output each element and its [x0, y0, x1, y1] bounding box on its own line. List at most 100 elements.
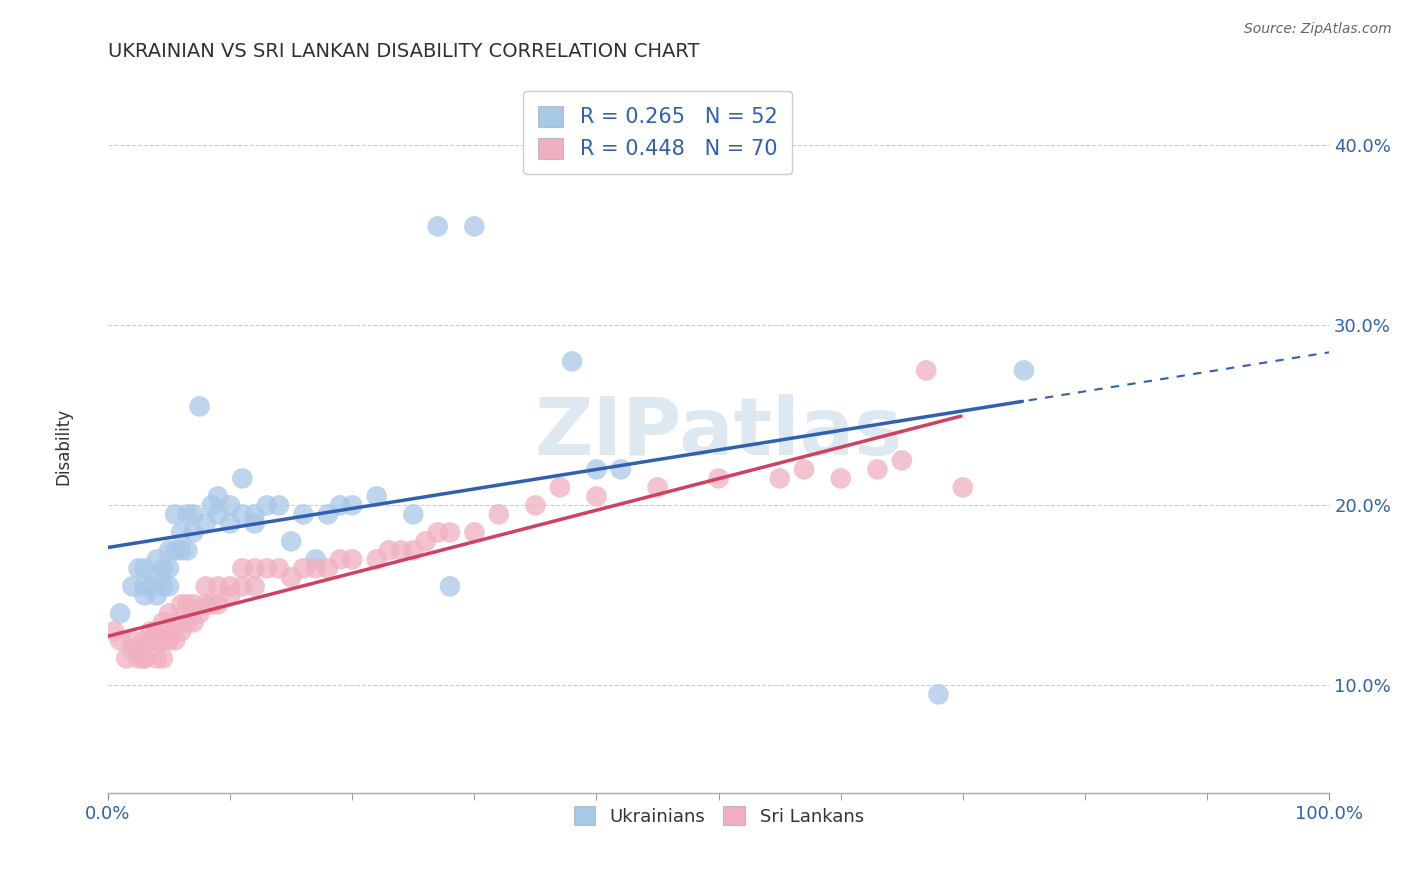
- Point: [134, 651, 156, 665]
- Point: [769, 471, 792, 485]
- Point: [463, 525, 485, 540]
- Point: [415, 534, 437, 549]
- Point: [146, 633, 169, 648]
- Point: [183, 508, 205, 522]
- Point: [128, 651, 150, 665]
- Point: [134, 651, 156, 665]
- Point: [488, 508, 510, 522]
- Point: [170, 624, 193, 639]
- Point: [139, 579, 162, 593]
- Point: [183, 615, 205, 630]
- Point: [439, 579, 461, 593]
- Point: [610, 462, 633, 476]
- Point: [219, 499, 242, 513]
- Point: [316, 508, 339, 522]
- Point: [439, 525, 461, 540]
- Point: [121, 642, 143, 657]
- Point: [231, 471, 253, 485]
- Point: [219, 579, 242, 593]
- Point: [267, 561, 290, 575]
- Point: [146, 552, 169, 566]
- Point: [121, 579, 143, 593]
- Point: [329, 552, 352, 566]
- Legend: Ukrainians, Sri Lankans: Ukrainians, Sri Lankans: [565, 797, 873, 835]
- Point: [426, 525, 449, 540]
- Point: [139, 633, 162, 648]
- Point: [1012, 363, 1035, 377]
- Point: [188, 400, 211, 414]
- Point: [329, 499, 352, 513]
- Point: [561, 354, 583, 368]
- Point: [157, 579, 180, 593]
- Point: [524, 499, 547, 513]
- Point: [134, 561, 156, 575]
- Text: Source: ZipAtlas.com: Source: ZipAtlas.com: [1244, 22, 1392, 37]
- Point: [165, 508, 187, 522]
- Point: [793, 462, 815, 476]
- Point: [157, 543, 180, 558]
- Point: [890, 453, 912, 467]
- Point: [207, 508, 229, 522]
- Point: [134, 579, 156, 593]
- Point: [830, 471, 852, 485]
- Point: [304, 552, 326, 566]
- Point: [183, 525, 205, 540]
- Point: [219, 588, 242, 602]
- Point: [280, 570, 302, 584]
- Point: [402, 508, 425, 522]
- Point: [157, 607, 180, 621]
- Point: [243, 508, 266, 522]
- Point: [139, 624, 162, 639]
- Text: UKRAINIAN VS SRI LANKAN DISABILITY CORRELATION CHART: UKRAINIAN VS SRI LANKAN DISABILITY CORRE…: [108, 42, 700, 61]
- Point: [647, 480, 669, 494]
- Point: [165, 615, 187, 630]
- Point: [152, 633, 174, 648]
- Point: [366, 552, 388, 566]
- Point: [152, 579, 174, 593]
- Point: [927, 687, 949, 701]
- Point: [585, 489, 607, 503]
- Point: [115, 651, 138, 665]
- Point: [243, 561, 266, 575]
- Point: [176, 598, 198, 612]
- Point: [157, 633, 180, 648]
- Point: [146, 570, 169, 584]
- Point: [170, 525, 193, 540]
- Point: [463, 219, 485, 234]
- Point: [342, 552, 364, 566]
- Point: [165, 543, 187, 558]
- Point: [707, 471, 730, 485]
- Point: [952, 480, 974, 494]
- Point: [256, 561, 278, 575]
- Point: [146, 624, 169, 639]
- Point: [152, 615, 174, 630]
- Point: [188, 607, 211, 621]
- Point: [152, 651, 174, 665]
- Point: [146, 588, 169, 602]
- Point: [108, 607, 131, 621]
- Point: [231, 561, 253, 575]
- Point: [207, 489, 229, 503]
- Point: [426, 219, 449, 234]
- Point: [194, 598, 217, 612]
- Point: [219, 516, 242, 531]
- Point: [146, 651, 169, 665]
- Point: [378, 543, 401, 558]
- Point: [108, 633, 131, 648]
- Point: [121, 633, 143, 648]
- Point: [280, 534, 302, 549]
- Point: [402, 543, 425, 558]
- Point: [304, 561, 326, 575]
- Point: [316, 561, 339, 575]
- Point: [231, 508, 253, 522]
- Point: [389, 543, 412, 558]
- Point: [243, 516, 266, 531]
- Point: [176, 615, 198, 630]
- Point: [134, 588, 156, 602]
- Text: Disability: Disability: [55, 408, 72, 484]
- Point: [201, 499, 224, 513]
- Point: [292, 508, 315, 522]
- Point: [170, 598, 193, 612]
- Text: ZIPatlas: ZIPatlas: [534, 394, 903, 473]
- Point: [585, 462, 607, 476]
